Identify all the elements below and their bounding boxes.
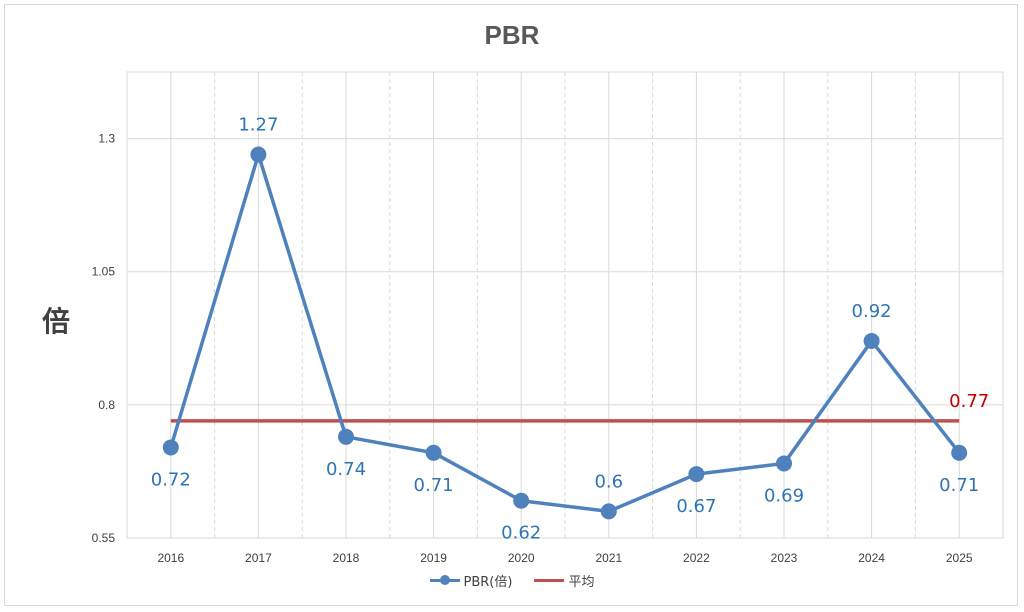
data-label-pbr: 0.6 [594,471,623,492]
series-line-pbr [169,152,961,514]
y-tick-label: 1.3 [98,132,115,146]
x-tick-label: 2020 [508,551,535,565]
legend-item-average: 平均 [534,571,594,590]
x-tick-label: 2023 [771,551,798,565]
y-tick-label: 0.8 [98,398,115,412]
data-label-pbr: 0.74 [326,459,366,480]
chart-frame [4,4,1018,606]
legend-item-pbr: PBR(倍) [429,571,513,590]
data-label-pbr: 1.27 [238,115,278,136]
y-tick-label: 1.05 [92,265,116,279]
data-point-pbr [688,466,705,483]
data-label-pbr: 0.72 [151,469,191,490]
data-point-pbr [600,503,617,520]
y-tick-label: 0.55 [92,531,116,545]
legend-label-average: 平均 [568,575,595,590]
x-tick-label: 2016 [157,551,184,565]
x-tick-label: 2022 [683,551,710,565]
data-point-pbr [162,439,179,456]
x-tick-label: 2024 [858,551,885,565]
data-label-pbr: 0.69 [764,485,804,506]
x-tick-label: 2025 [946,551,973,565]
data-label-pbr: 0.62 [501,523,541,544]
data-label-pbr: 0.67 [676,496,716,517]
legend-label-pbr: PBR(倍) [463,575,513,590]
data-point-pbr [425,444,442,461]
y-axis-label: 倍 [42,305,71,338]
data-point-pbr [951,444,968,461]
data-point-pbr [513,492,530,509]
data-label-pbr: 0.71 [939,475,979,496]
legend-swatch-average [534,579,565,582]
legend-swatch-pbr [429,575,460,585]
data-point-pbr [863,332,880,349]
data-point-pbr [250,146,267,163]
data-label-pbr: 0.71 [414,475,454,496]
legend: PBR(倍) 平均 [0,571,1024,590]
x-tick-label: 2021 [595,551,622,565]
average-value-label: 0.77 [949,391,989,412]
x-tick-label: 2019 [420,551,447,565]
x-tick-label: 2018 [333,551,360,565]
data-point-pbr [776,455,792,472]
data-label-pbr: 0.92 [852,301,892,322]
chart-title: PBR [484,20,540,50]
x-tick-label: 2017 [245,551,272,565]
data-point-pbr [338,428,354,445]
